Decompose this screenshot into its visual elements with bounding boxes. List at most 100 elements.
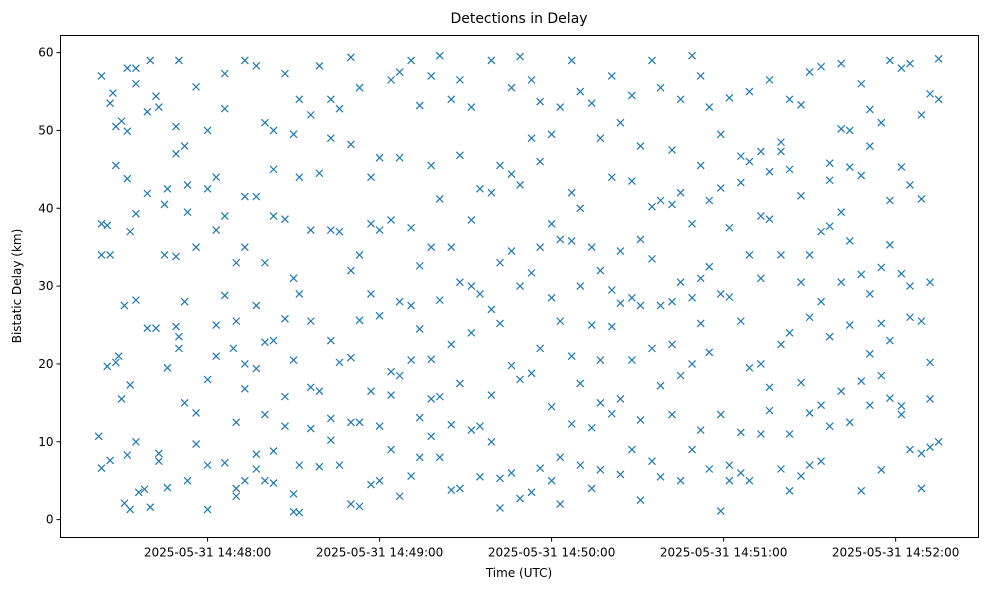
data-point [306,226,315,234]
data-point [587,243,596,252]
data-point [240,192,249,201]
data-point [467,282,476,291]
data-point [143,107,152,116]
data-point [745,251,754,259]
data-point [183,476,192,485]
data-point [616,470,625,479]
data-point [172,122,180,131]
data-point [109,89,117,98]
data-point [269,165,278,174]
data-point [487,437,496,446]
data-point [897,64,906,73]
data-point [252,465,261,473]
data-point [857,270,866,279]
data-point [705,196,714,205]
data-point [163,363,172,372]
data-point [106,251,115,259]
data-point [335,461,344,470]
data-point [289,130,298,139]
data-point [415,101,424,110]
data-point [407,56,416,65]
data-point [240,360,249,368]
data-point [103,221,112,230]
data-point [897,269,906,278]
data-point [656,301,665,310]
data-point [120,301,129,310]
data-point [547,293,556,302]
data-point [367,219,375,228]
data-point [837,59,846,68]
data-point [496,319,504,328]
data-point [507,247,516,256]
data-point [556,500,565,508]
data-point [587,484,596,493]
data-point [203,126,212,135]
data-point [260,258,269,267]
data-point [281,215,289,224]
data-point [627,445,636,454]
data-point [476,184,484,193]
data-point [688,219,697,228]
data-point [527,268,536,277]
data-point [756,212,765,220]
x-tick-label: 2025-05-31 14:52:00 [832,546,959,560]
data-point [536,97,545,106]
data-point [240,384,249,393]
data-point [857,486,866,495]
data-point [536,464,545,473]
data-point [865,105,874,114]
data-point [765,167,774,176]
data-point [765,383,774,392]
data-point [180,297,189,306]
data-point [120,499,129,508]
data-point [725,293,734,301]
data-point [725,93,734,102]
data-point [134,488,143,497]
data-point [126,505,135,514]
data-point [114,352,123,361]
data-point [281,422,289,431]
data-point [688,293,697,302]
data-point [131,296,140,305]
data-point [106,456,115,465]
data-point [387,367,395,376]
data-point [146,56,155,65]
x-tick-label: 2025-05-31 14:48:00 [144,546,271,560]
data-point [527,134,536,143]
data-point [427,432,436,441]
data-point [220,104,229,113]
data-point [917,317,926,326]
data-points [94,51,943,517]
data-point [220,212,229,220]
data-point [756,147,765,156]
data-point [668,145,676,154]
data-point [596,266,605,275]
data-point [636,416,645,424]
data-point [395,371,404,380]
x-axis-label: Time (UTC) [485,566,552,580]
data-point [415,261,424,270]
data-point [805,313,814,322]
data-point [143,189,152,198]
data-point [648,202,656,211]
y-tick-label: 60 [38,46,53,60]
data-point [126,381,135,389]
data-point [627,356,636,364]
data-point [94,432,103,441]
data-point [696,274,705,283]
data-point [805,409,814,417]
y-axis-label: Bistatic Delay (km) [10,229,24,344]
data-point [825,159,834,168]
data-point [736,317,745,326]
data-point [335,104,344,113]
data-point [123,64,132,73]
data-point [725,461,734,470]
data-point [375,153,384,162]
data-point [917,484,926,493]
data-point [111,161,120,170]
data-point [547,219,556,228]
data-point [877,465,886,474]
data-point [146,503,155,512]
data-point [220,69,229,78]
data-point [736,468,745,477]
